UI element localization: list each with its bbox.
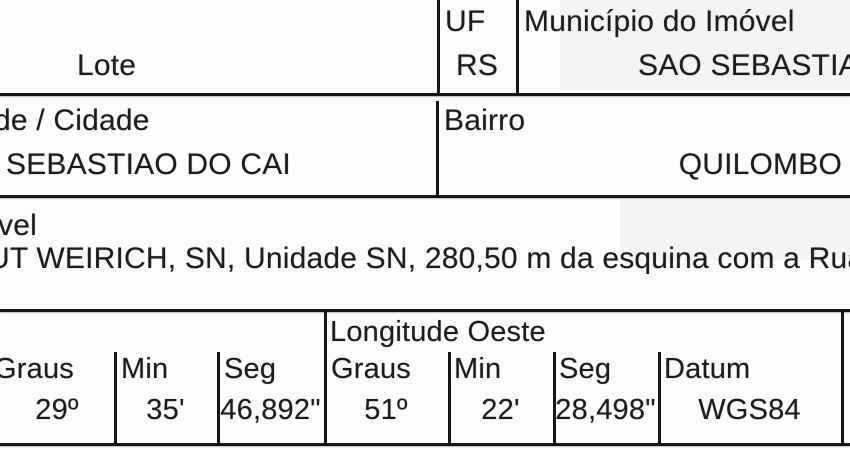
- table-divider: [841, 311, 844, 443]
- table-divider: [658, 352, 661, 443]
- latitude-graus-value: 29º: [35, 394, 79, 426]
- table-top-border: [0, 309, 850, 312]
- datum-value: WGS84: [698, 394, 801, 426]
- table-divider: [553, 352, 556, 443]
- longitude-min-value: 22': [481, 394, 520, 426]
- cell-divider: [516, 0, 519, 93]
- table-divider: [448, 352, 451, 443]
- longitude-oeste-header: Longitude Oeste: [330, 316, 546, 348]
- col-header-min-lat: Min: [121, 353, 169, 385]
- bairro-label: Bairro: [444, 104, 526, 137]
- municipio-label: Município do Imóvel: [524, 5, 795, 38]
- cidade-value: SEBASTIAO DO CAI: [6, 148, 291, 181]
- longitude-seg-value: 28,498": [555, 394, 656, 426]
- col-header-seg-lon: Seg: [559, 353, 612, 385]
- col-header-graus-lat: Graus: [0, 353, 74, 385]
- uf-label: UF: [445, 5, 486, 38]
- cidade-label: de / Cidade: [0, 104, 150, 137]
- col-header-datum: Datum: [664, 353, 751, 385]
- endereco-label: vel: [0, 209, 37, 242]
- table-divider: [324, 311, 327, 443]
- col-header-seg-lat: Seg: [224, 353, 277, 385]
- latitude-seg-value: 46,892": [220, 394, 321, 426]
- endereco-value: UT WEIRICH, SN, Unidade SN, 280,50 m da …: [0, 242, 850, 275]
- uf-value: RS: [456, 49, 499, 82]
- table-divider: [114, 352, 117, 443]
- table-divider: [217, 352, 220, 443]
- latitude-min-value: 35': [146, 394, 185, 426]
- col-header-min-lon: Min: [454, 353, 502, 385]
- section-border: [0, 93, 850, 96]
- section-border: [0, 195, 850, 198]
- col-header-graus-lon: Graus: [331, 353, 411, 385]
- table-bottom-border: [0, 443, 850, 446]
- lote-value: Lote: [77, 49, 137, 82]
- bairro-value: QUILOMBO: [678, 148, 842, 181]
- longitude-graus-value: 51º: [364, 394, 408, 426]
- municipio-value: SAO SEBASTIAO: [638, 49, 850, 82]
- cell-divider: [437, 0, 440, 93]
- cell-divider: [436, 101, 439, 195]
